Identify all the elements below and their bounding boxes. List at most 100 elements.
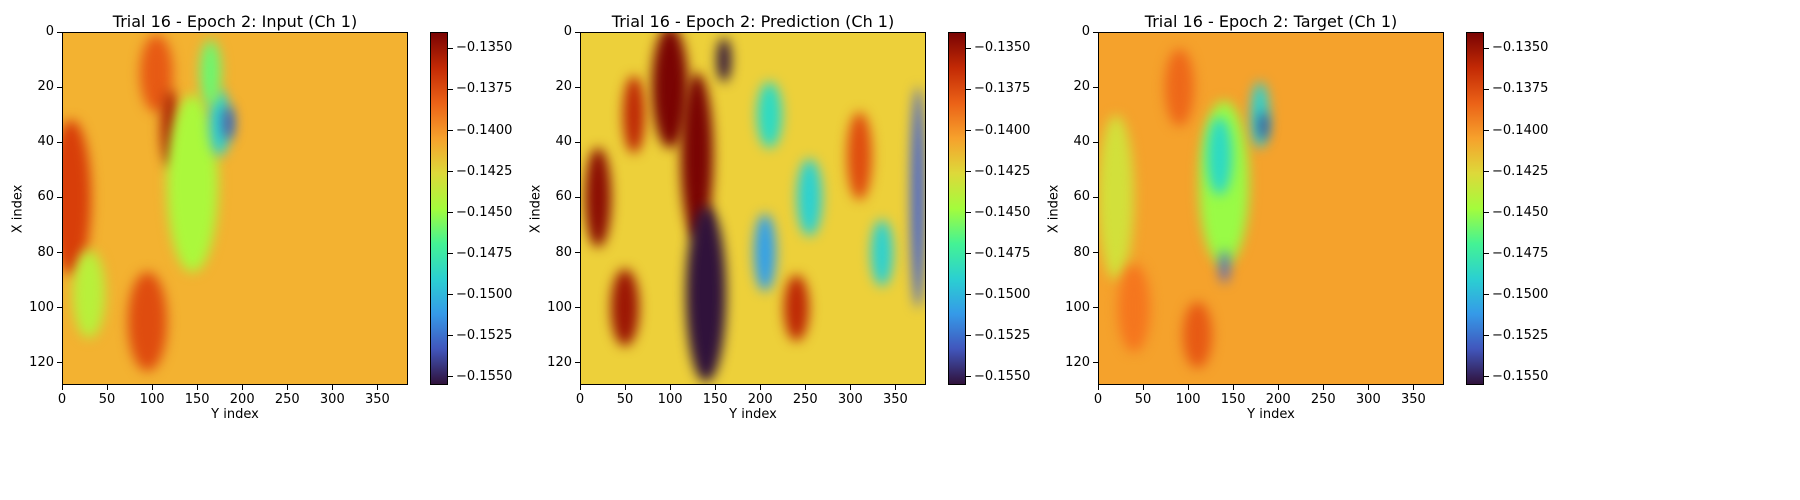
x-tick-label: 350 <box>1400 392 1426 407</box>
heatmap-feature <box>223 106 235 140</box>
colorbar-tick-label: −0.1550 <box>1492 368 1549 384</box>
colorbar-tick-label: −0.1450 <box>974 204 1031 220</box>
colorbar-tick-mark <box>448 171 453 173</box>
x-tick-label: 350 <box>882 392 908 407</box>
colorbar-tick-label: −0.1500 <box>974 286 1031 302</box>
heatmap-feature <box>72 249 106 339</box>
heatmap-feature <box>783 274 809 341</box>
y-tick-label: 40 <box>37 134 54 150</box>
heatmap-feature <box>910 87 926 308</box>
x-tick-mark <box>1412 385 1414 390</box>
y-tick-label: 60 <box>555 189 572 205</box>
y-tick-mark <box>57 252 62 254</box>
colorbar-tick-mark <box>1484 130 1489 131</box>
colorbar-tick-label: −0.1350 <box>1492 40 1549 56</box>
colorbar-tick-label: −0.1375 <box>1492 81 1549 97</box>
colorbar-tick-mark <box>966 212 971 214</box>
y-tick-mark <box>57 86 62 88</box>
x-tick-label: 250 <box>274 392 300 407</box>
panel-target: Trial 16 - Epoch 2: Target (Ch 1) 0 50 100 1… <box>1036 0 1596 500</box>
colorbar-tick-mark <box>1484 171 1489 173</box>
colorbar-tick-mark <box>1484 88 1489 90</box>
x-tick-label: 200 <box>1265 392 1291 407</box>
y-tick-label: 120 <box>547 354 572 370</box>
y-tick-mark <box>1093 362 1098 364</box>
x-tick-mark <box>579 385 581 390</box>
x-tick-label: 0 <box>575 392 585 407</box>
colorbar-tick-mark <box>448 335 453 337</box>
y-tick-mark <box>57 307 62 309</box>
colorbar-tick-label: −0.1500 <box>456 286 513 302</box>
x-tick-label: 250 <box>1310 392 1336 407</box>
heatmap-feature <box>610 269 640 347</box>
y-tick-label: 100 <box>547 299 572 315</box>
colorbar-tick-mark <box>448 130 453 131</box>
plot-frame <box>580 32 926 385</box>
colorbar-tick-mark <box>448 212 453 214</box>
colorbar-tick-mark <box>966 88 971 90</box>
colorbar-tick-label: −0.1525 <box>1492 327 1549 343</box>
x-tick-mark <box>61 385 63 390</box>
x-tick-label: 300 <box>837 392 863 407</box>
heatmap-feature <box>199 40 222 107</box>
colorbar-tick-mark <box>1484 335 1489 337</box>
y-tick-label: 60 <box>1073 189 1090 205</box>
heatmap-feature <box>716 37 732 82</box>
y-tick-mark <box>575 31 580 33</box>
colorbar-tick-label: −0.1425 <box>1492 163 1549 179</box>
y-tick-label: 100 <box>29 299 54 315</box>
heatmap-feature <box>585 147 611 248</box>
x-tick-mark <box>1097 385 1099 390</box>
x-tick-mark <box>1367 385 1369 390</box>
heatmap-image <box>580 32 926 385</box>
x-tick-mark <box>714 385 716 390</box>
y-tick-mark <box>575 252 580 254</box>
colorbar-tick-label: −0.1450 <box>1492 204 1549 220</box>
heatmap-image <box>1098 32 1444 385</box>
heatmap-feature <box>1219 249 1229 283</box>
x-tick-label: 100 <box>1175 392 1201 407</box>
y-tick-mark <box>57 196 62 198</box>
colorbar-tick-label: −0.1375 <box>974 81 1031 97</box>
colorbar <box>430 32 448 385</box>
panel-prediction: Trial 16 - Epoch 2: Prediction (Ch 1) 0 50… <box>518 0 1078 500</box>
heatmap-feature <box>846 111 872 201</box>
y-tick-label: 80 <box>1073 244 1090 260</box>
y-tick-label: 80 <box>555 244 572 260</box>
chart-title: Trial 16 - Epoch 2: Target (Ch 1) <box>1144 12 1398 31</box>
colorbar <box>1466 32 1484 385</box>
x-tick-mark <box>1142 385 1144 390</box>
chart-title: Trial 16 - Epoch 2: Prediction (Ch 1) <box>611 12 895 31</box>
x-tick-label: 150 <box>184 392 210 407</box>
y-axis-label: X index <box>1046 184 1062 233</box>
x-tick-label: 250 <box>792 392 818 407</box>
colorbar-tick-mark <box>448 47 453 49</box>
y-tick-mark <box>57 362 62 364</box>
colorbar-tick-mark <box>966 253 971 255</box>
x-tick-mark <box>804 385 806 390</box>
y-tick-mark <box>57 31 62 33</box>
plot-frame <box>62 32 408 385</box>
y-tick-mark <box>575 196 580 198</box>
colorbar-tick-mark <box>1484 47 1489 49</box>
x-tick-label: 200 <box>229 392 255 407</box>
y-tick-mark <box>1093 141 1098 143</box>
x-tick-label: 50 <box>98 392 116 407</box>
heatmap-feature <box>1117 263 1151 352</box>
colorbar-tick-label: −0.1425 <box>974 163 1031 179</box>
y-tick-mark <box>57 141 62 143</box>
heatmap-feature <box>62 120 91 275</box>
y-tick-label: 40 <box>1073 134 1090 150</box>
colorbar-tick-label: −0.1350 <box>456 40 513 56</box>
x-tick-mark <box>849 385 851 390</box>
colorbar-tick-label: −0.1525 <box>456 327 513 343</box>
heatmap-feature <box>1182 302 1212 369</box>
x-tick-mark <box>669 385 671 390</box>
x-tick-mark <box>286 385 288 390</box>
y-tick-label: 0 <box>1081 24 1090 39</box>
y-tick-label: 120 <box>29 354 54 370</box>
x-axis-label: Y index <box>211 407 259 422</box>
heatmap-feature <box>127 271 168 372</box>
y-tick-label: 100 <box>1065 299 1090 315</box>
